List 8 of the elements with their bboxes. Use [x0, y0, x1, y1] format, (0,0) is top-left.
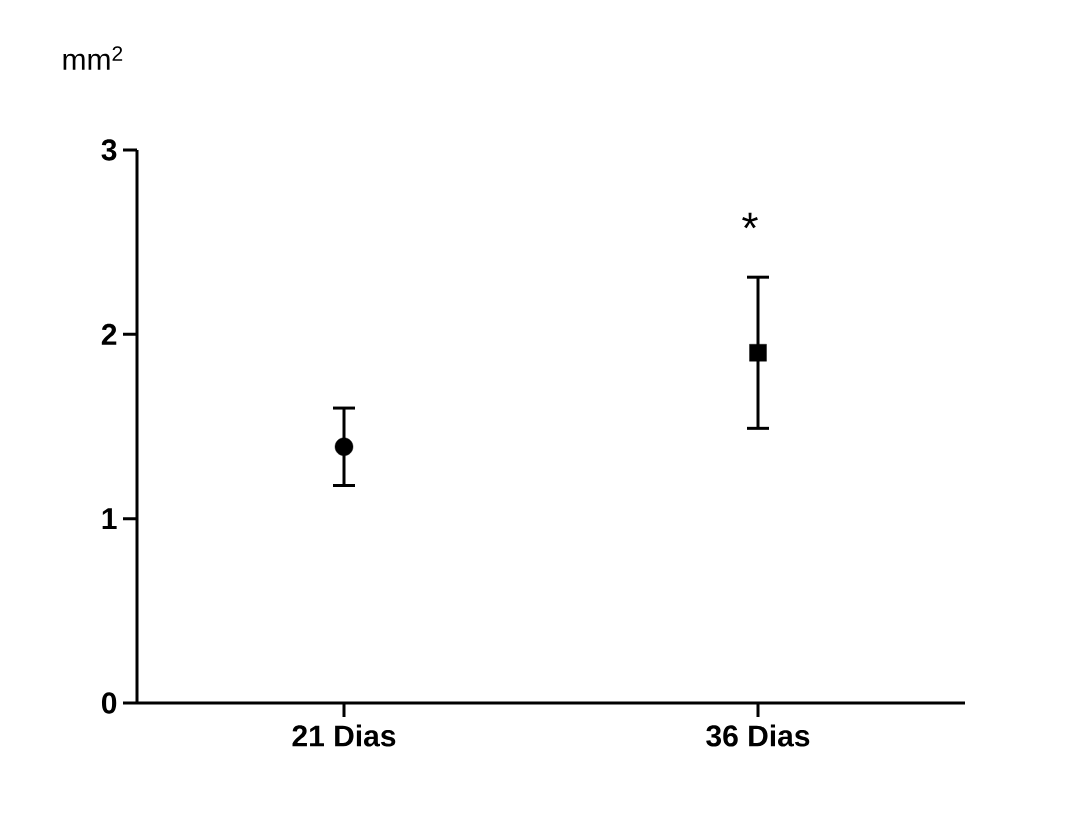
annotation: *: [742, 212, 758, 229]
y-tick-label: 1: [102, 508, 117, 529]
x-tick-label: 21 Dias: [292, 724, 396, 747]
y-tick-label: 0: [101, 692, 117, 714]
y-axis-title: mm$^{2}$: [63, 46, 123, 70]
x-tick-label: 36 Dias: [706, 724, 810, 747]
y-tick-label: 2: [101, 323, 117, 345]
y-tick-label: 3: [101, 139, 117, 161]
